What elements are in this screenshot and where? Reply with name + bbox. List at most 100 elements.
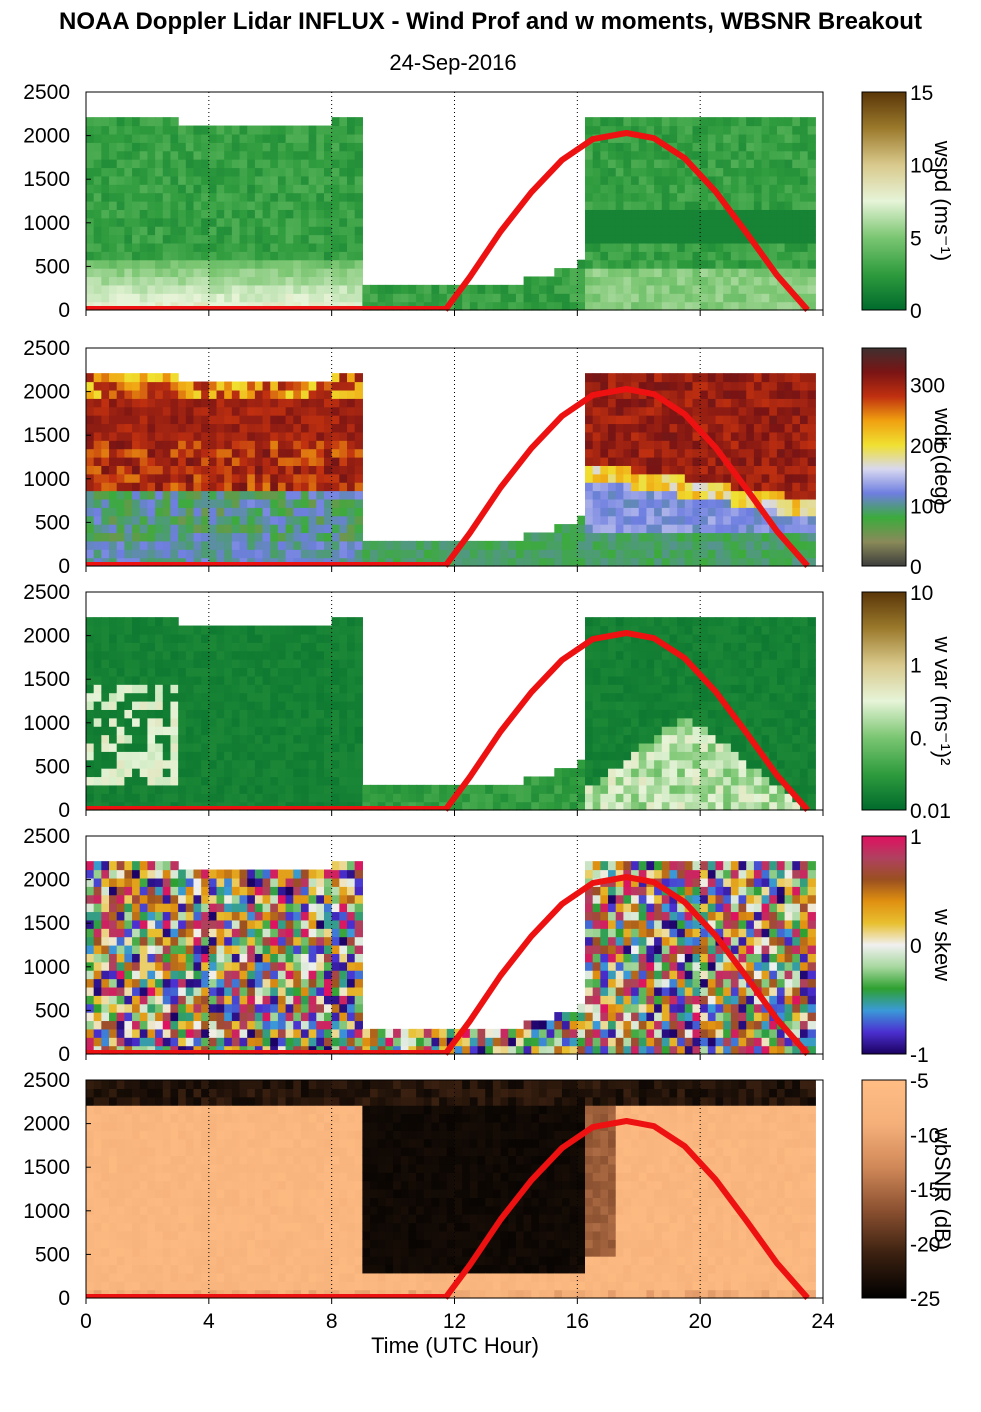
heatmap-cell bbox=[799, 259, 809, 269]
heatmap-cell bbox=[277, 415, 287, 425]
heatmap-cell bbox=[677, 633, 686, 643]
heatmap-cell bbox=[132, 473, 141, 483]
heatmap-cell bbox=[254, 251, 264, 261]
heatmap-cell bbox=[132, 793, 141, 803]
heatmap-cell bbox=[700, 498, 709, 508]
heatmap-cell bbox=[193, 125, 202, 135]
heatmap-cell bbox=[293, 498, 302, 508]
heatmap-cell bbox=[707, 117, 717, 127]
heatmap-cell bbox=[285, 482, 294, 492]
heatmap-cell bbox=[178, 498, 187, 508]
heatmap-cell bbox=[784, 742, 793, 752]
heatmap-cell bbox=[247, 389, 256, 399]
heatmap-cell bbox=[554, 284, 563, 294]
heatmap-cell bbox=[707, 776, 717, 786]
heatmap-cell bbox=[277, 201, 287, 210]
heatmap-cell bbox=[109, 473, 118, 483]
heatmap-cell bbox=[738, 650, 747, 660]
heatmap-cell bbox=[715, 389, 724, 399]
heatmap-cell bbox=[170, 192, 179, 202]
heatmap-cell bbox=[799, 201, 809, 210]
heatmap-cell bbox=[208, 226, 218, 236]
heatmap-cell bbox=[638, 184, 648, 194]
heatmap-cell bbox=[638, 242, 648, 252]
heatmap-cell bbox=[347, 293, 356, 303]
heatmap-cell bbox=[354, 226, 363, 236]
heatmap-cell bbox=[339, 150, 348, 160]
heatmap-cell bbox=[124, 709, 133, 719]
heatmap-cell bbox=[208, 217, 218, 227]
heatmap-cell bbox=[730, 490, 740, 500]
heatmap-cell bbox=[753, 217, 763, 227]
heatmap-cell bbox=[109, 184, 118, 194]
heatmap-cell bbox=[262, 167, 271, 177]
heatmap-cell bbox=[262, 209, 271, 219]
heatmap-cell bbox=[608, 142, 617, 152]
heatmap-cell bbox=[132, 482, 141, 492]
heatmap-cell bbox=[761, 389, 770, 399]
heatmap-cell bbox=[661, 381, 671, 391]
heatmap-cell bbox=[585, 301, 594, 311]
heatmap-cell bbox=[531, 784, 540, 794]
heatmap-cell bbox=[738, 717, 747, 727]
heatmap-cell bbox=[124, 398, 133, 408]
heatmap-cell bbox=[700, 717, 709, 727]
heatmap-cell bbox=[339, 692, 348, 702]
heatmap-cell bbox=[93, 793, 102, 803]
heatmap-cell bbox=[347, 684, 356, 694]
heatmap-cell bbox=[370, 784, 379, 794]
heatmap-cell bbox=[239, 381, 248, 391]
heatmap-cell bbox=[746, 440, 755, 450]
heatmap-cell bbox=[86, 142, 95, 152]
heatmap-cell bbox=[185, 726, 195, 736]
heatmap-cell bbox=[608, 515, 617, 525]
heatmap-cell bbox=[715, 498, 724, 508]
heatmap-cell bbox=[585, 415, 594, 425]
heatmap-cell bbox=[308, 406, 317, 416]
heatmap-cell bbox=[585, 251, 594, 261]
heatmap-cell bbox=[293, 159, 302, 169]
heatmap-cell bbox=[769, 498, 778, 508]
heatmap-cell bbox=[608, 659, 617, 669]
heatmap-cell bbox=[669, 540, 678, 550]
heatmap-cell bbox=[585, 465, 594, 475]
heatmap-cell bbox=[661, 473, 671, 483]
heatmap-cell bbox=[178, 751, 187, 761]
heatmap-cell bbox=[162, 465, 172, 475]
heatmap-cell bbox=[631, 684, 640, 694]
heatmap-cell bbox=[807, 226, 816, 236]
heatmap-cell bbox=[354, 457, 363, 466]
heatmap-cell bbox=[124, 650, 133, 660]
heatmap-cell bbox=[354, 642, 363, 652]
heatmap-cell bbox=[792, 284, 801, 294]
heatmap-cell bbox=[577, 801, 586, 811]
heatmap-cell bbox=[677, 742, 686, 752]
heatmap-cell bbox=[631, 532, 640, 542]
heatmap-cell bbox=[293, 507, 302, 517]
heatmap-cell bbox=[761, 557, 770, 567]
heatmap-cell bbox=[185, 251, 195, 261]
heatmap-cell bbox=[231, 226, 241, 236]
heatmap-cell bbox=[730, 440, 740, 450]
heatmap-cell bbox=[124, 184, 133, 194]
heatmap-cell bbox=[201, 293, 210, 303]
heatmap-cell bbox=[224, 389, 233, 399]
heatmap-cell bbox=[661, 793, 671, 803]
heatmap-cell bbox=[538, 801, 548, 811]
heatmap-cell bbox=[700, 482, 709, 492]
heatmap-cell bbox=[684, 734, 694, 744]
heatmap-cell bbox=[155, 793, 164, 803]
heatmap-cell bbox=[316, 742, 325, 752]
heatmap-cell bbox=[654, 557, 663, 567]
heatmap-cell bbox=[677, 507, 686, 517]
heatmap-cell bbox=[193, 268, 202, 278]
heatmap-cell bbox=[316, 276, 325, 286]
heatmap-cell bbox=[86, 398, 95, 408]
heatmap-cell bbox=[677, 490, 686, 500]
heatmap-cell bbox=[162, 251, 172, 261]
colorbar-label: wspd (ms⁻¹) bbox=[930, 140, 955, 261]
heatmap-cell bbox=[224, 768, 233, 778]
heatmap-cell bbox=[615, 209, 624, 219]
heatmap-cell bbox=[646, 457, 655, 466]
heatmap-cell bbox=[132, 759, 141, 769]
